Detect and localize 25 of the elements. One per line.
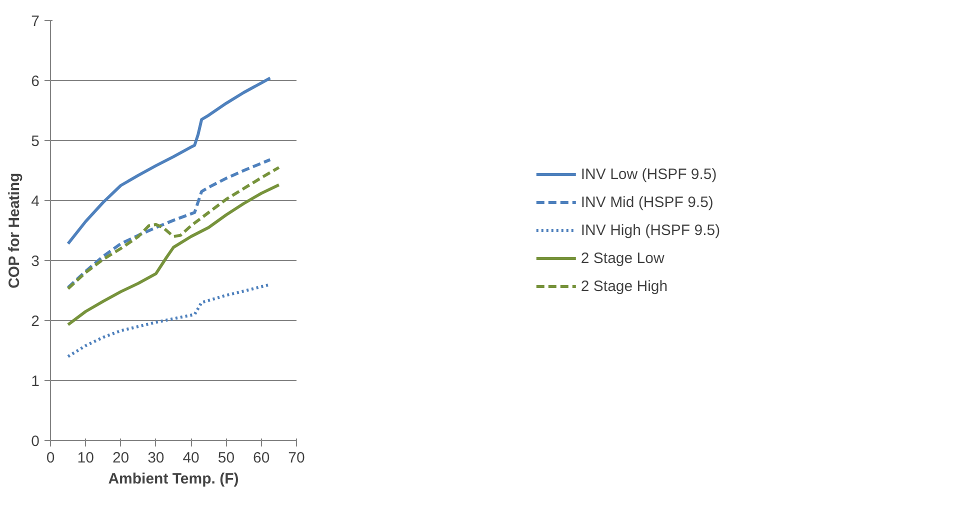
y-tick-label: 7: [31, 13, 40, 30]
x-tick-label: 0: [46, 450, 55, 466]
legend-label: 2 Stage Low: [580, 250, 664, 266]
y-tick-label: 5: [31, 133, 40, 150]
line-series: [66, 183, 280, 326]
x-tick-label: 50: [218, 450, 235, 466]
x-tick-label: 10: [77, 450, 94, 466]
x-tick-label: 70: [288, 450, 305, 466]
legend-label: INV Low (HSPF 9.5): [580, 166, 717, 182]
y-tick-label: 0: [31, 433, 40, 450]
y-tick-label: 4: [31, 193, 40, 210]
y-axis-title: COP for Heating: [6, 172, 24, 288]
legend-label: INV Mid (HSPF 9.5): [580, 194, 714, 210]
y-tick-label: 1: [31, 373, 40, 390]
x-tick-label: 60: [253, 450, 270, 466]
y-tick-label: 6: [31, 73, 40, 90]
y-tick-label: 2: [31, 313, 40, 330]
line-series: [66, 76, 272, 246]
legend-label: INV High (HSPF 9.5): [580, 222, 720, 238]
y-tick-label: 3: [31, 253, 40, 270]
x-tick-label: 40: [182, 450, 200, 466]
x-axis-title: Ambient Temp. (F): [108, 470, 239, 488]
x-tick-label: 20: [112, 450, 130, 466]
x-tick-label: 30: [148, 450, 164, 466]
legend-label: 2 Stage High: [580, 278, 668, 294]
